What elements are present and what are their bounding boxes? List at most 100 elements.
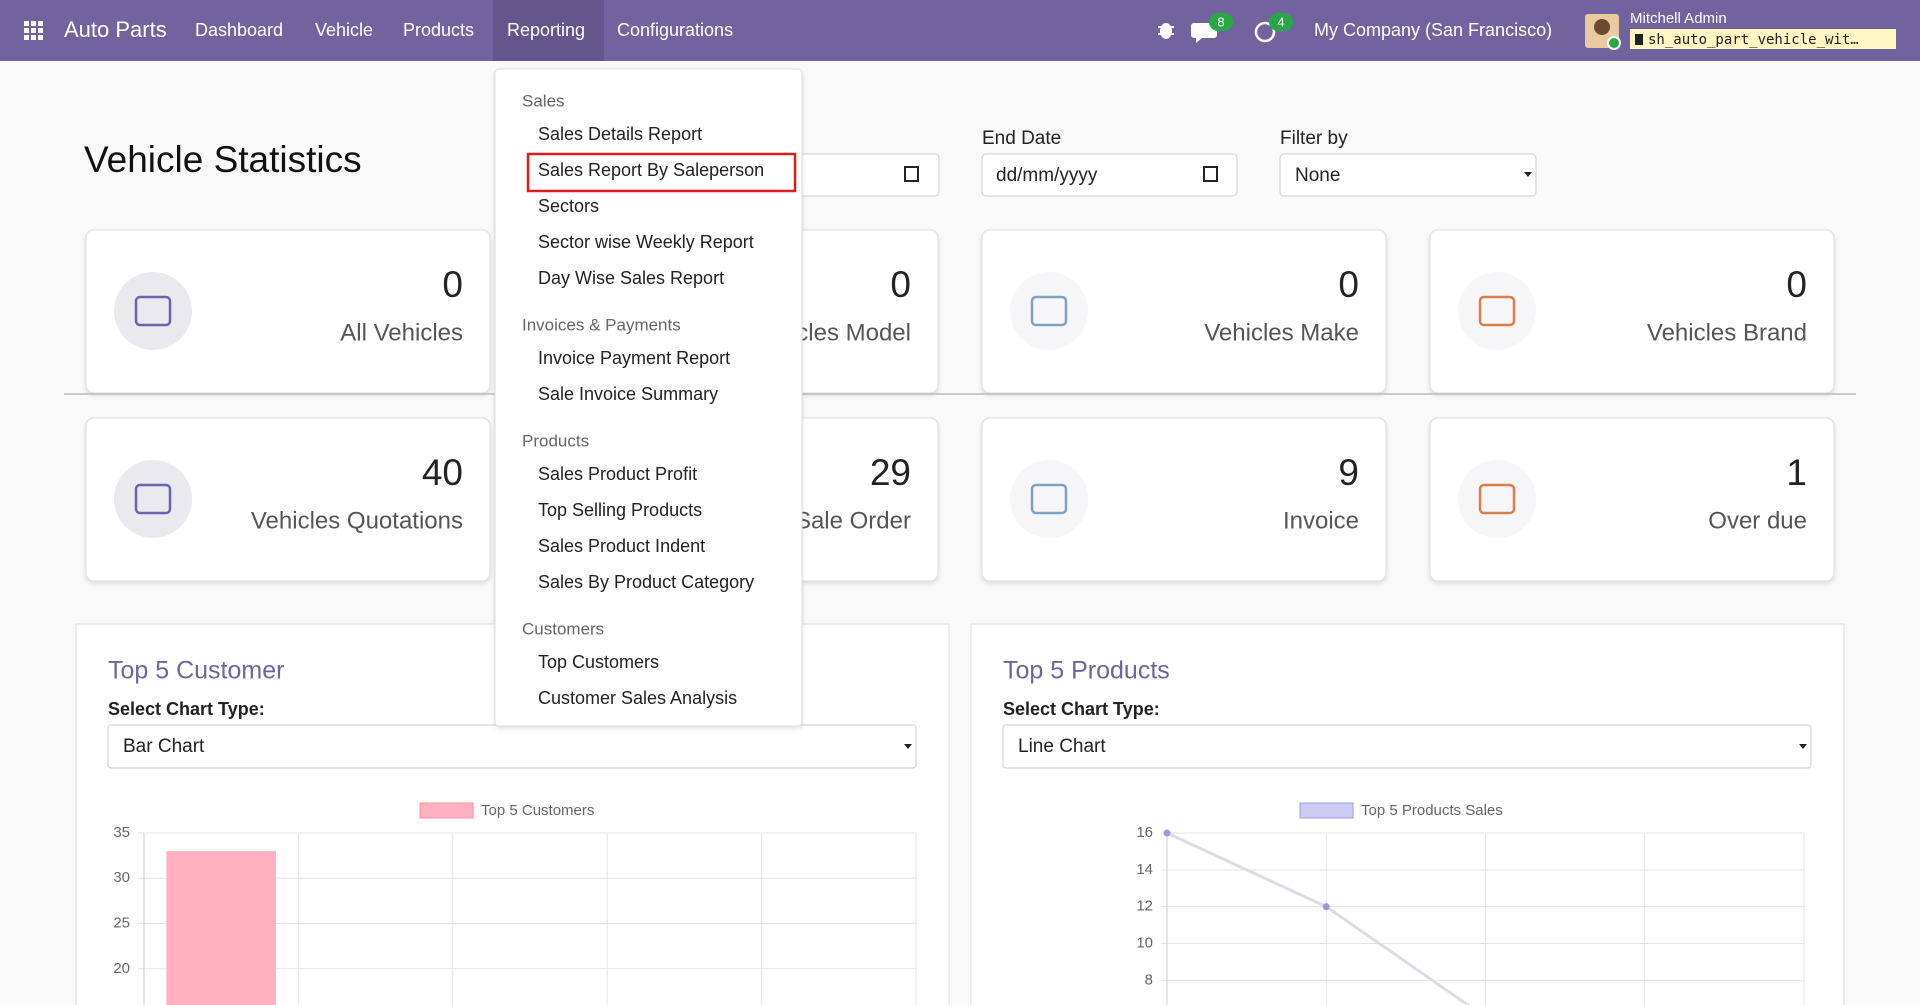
debug-icon[interactable] <box>1158 23 1174 39</box>
menu-heading: Customers <box>522 619 604 638</box>
card-icon-bg <box>1458 272 1536 350</box>
menu-item[interactable]: Top Selling Products <box>538 500 702 520</box>
y-tick-label: 30 <box>113 869 130 886</box>
nav-item[interactable]: Dashboard <box>195 20 283 40</box>
db-name: sh_auto_part_vehicle_wit… <box>1648 32 1859 48</box>
nav-item[interactable]: Products <box>403 20 474 40</box>
select-caret <box>1524 172 1532 177</box>
menu-item[interactable]: Invoice Payment Report <box>538 348 730 368</box>
point <box>1322 903 1330 911</box>
y-tick-label: 14 <box>1136 861 1153 878</box>
card-icon <box>1478 295 1516 327</box>
user-name[interactable]: Mitchell Admin <box>1630 10 1727 27</box>
stat-card[interactable] <box>981 417 1387 582</box>
filter-label: Filter by <box>1280 128 1348 149</box>
menu-item[interactable]: Sales Product Indent <box>538 536 705 556</box>
card-label: All Vehicles <box>340 319 463 346</box>
card-icon <box>134 295 172 327</box>
reporting-dropdown <box>494 68 803 727</box>
chart-panel <box>970 623 1845 1005</box>
card-icon-bg <box>1458 460 1536 538</box>
page-title: Vehicle Statistics <box>84 139 362 180</box>
select-caret <box>1799 744 1807 749</box>
card-label: Invoice <box>1283 507 1359 534</box>
y-tick-label: 16 <box>1136 824 1153 841</box>
card-value: 0 <box>890 264 911 305</box>
activity-icon[interactable] <box>1254 21 1276 43</box>
menu-item[interactable]: Customer Sales Analysis <box>538 688 737 708</box>
y-tick-label: 35 <box>113 824 130 841</box>
menu-item[interactable]: Day Wise Sales Report <box>538 268 724 288</box>
select-caret <box>904 744 912 749</box>
y-tick-label: 10 <box>1136 934 1153 951</box>
messages-icon[interactable] <box>1191 23 1217 43</box>
legend-swatch <box>419 802 474 819</box>
menu-item[interactable]: Sale Invoice Summary <box>538 384 718 404</box>
menu-item[interactable]: Top Customers <box>538 652 659 672</box>
end-date-input[interactable] <box>981 153 1238 197</box>
end-date-label: End Date <box>982 128 1061 149</box>
legend-swatch <box>1299 802 1354 819</box>
card-icon <box>1478 483 1516 515</box>
stat-card[interactable] <box>1429 417 1835 582</box>
chart-type-value: Line Chart <box>1018 736 1106 757</box>
legend-label: Top 5 Customers <box>481 802 594 819</box>
card-icon-bg <box>1010 272 1088 350</box>
menu-item[interactable]: Sales By Product Category <box>538 572 754 592</box>
menu-item[interactable]: Sales Product Profit <box>538 464 697 484</box>
menu-item[interactable]: Sales Details Report <box>538 124 702 144</box>
chart-type-select[interactable] <box>107 724 917 769</box>
card-icon <box>1030 295 1068 327</box>
card-label: Vehicles Quotations <box>251 507 463 534</box>
nav-item[interactable]: Vehicle <box>315 20 373 40</box>
card-value: 9 <box>1338 452 1359 493</box>
legend-label: Top 5 Products Sales <box>1361 802 1503 819</box>
card-icon-bg <box>114 460 192 538</box>
menu-item[interactable]: Sector wise Weekly Report <box>538 232 754 252</box>
apps-icon[interactable] <box>24 21 43 40</box>
menu-heading: Invoices & Payments <box>522 315 681 334</box>
card-icon <box>1030 483 1068 515</box>
chart-type-select[interactable] <box>1002 724 1812 769</box>
card-label: Over due <box>1708 507 1807 534</box>
menu-heading: Products <box>522 431 589 450</box>
filter-select[interactable] <box>1279 153 1537 197</box>
menu-heading: Sales <box>522 91 565 110</box>
y-tick-label: 12 <box>1136 898 1153 915</box>
chart-type-value: Bar Chart <box>123 736 205 757</box>
stat-card[interactable] <box>1429 229 1835 394</box>
filter-value: None <box>1295 165 1340 186</box>
highlight-box <box>526 152 797 193</box>
card-icon-bg <box>114 272 192 350</box>
db-icon <box>1635 34 1643 45</box>
messages-count: 8 <box>1217 14 1224 29</box>
company-switcher[interactable]: My Company (San Francisco) <box>1314 20 1552 40</box>
stat-card[interactable] <box>85 229 491 394</box>
app-name[interactable]: Auto Parts <box>64 17 167 42</box>
y-tick-label: 8 <box>1145 971 1153 988</box>
point <box>1163 829 1171 837</box>
chart-type-label: Select Chart Type: <box>108 699 265 719</box>
chart-title: Top 5 Customer <box>108 657 284 685</box>
card-value: 40 <box>422 452 463 493</box>
stat-card[interactable] <box>85 417 491 582</box>
nav-item[interactable]: Configurations <box>617 20 733 40</box>
activity-badge <box>1269 13 1293 31</box>
y-tick-label: 25 <box>113 914 130 931</box>
card-icon <box>134 483 172 515</box>
menu-item[interactable]: Sales Report By Saleperson <box>538 160 764 180</box>
db-badge <box>1630 29 1896 49</box>
card-value: 1 <box>1786 452 1807 493</box>
nav-menu: Dashboard Vehicle Products Reporting Configu… <box>195 20 733 40</box>
messages-badge <box>1209 13 1233 31</box>
stat-card[interactable] <box>981 229 1387 394</box>
nav-item[interactable]: Reporting <box>507 20 585 40</box>
bar <box>166 851 277 1005</box>
card-value: 0 <box>442 264 463 305</box>
card-value: 0 <box>1338 264 1359 305</box>
menu-item[interactable]: Sectors <box>538 196 599 216</box>
